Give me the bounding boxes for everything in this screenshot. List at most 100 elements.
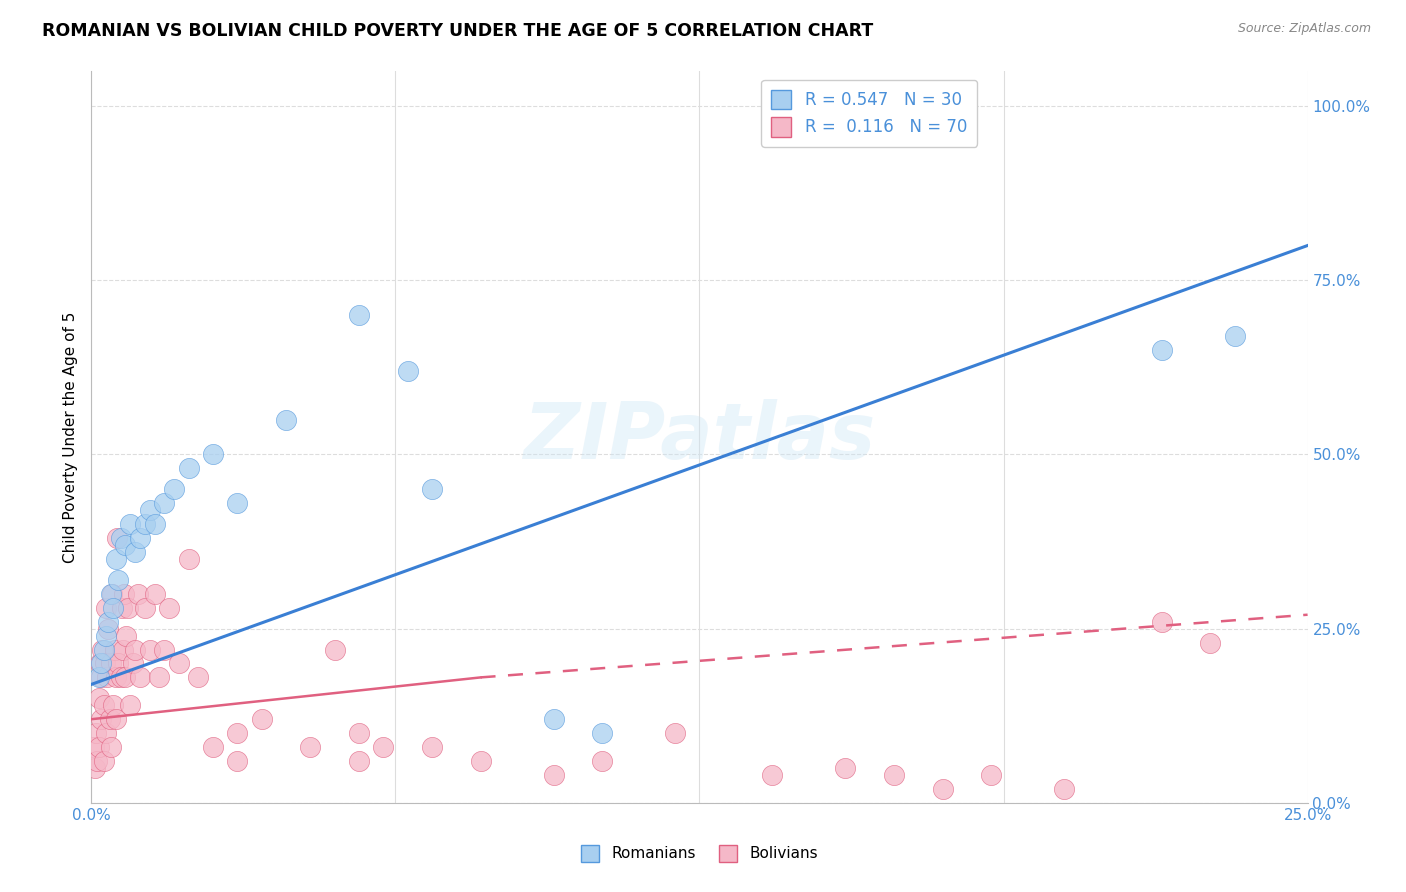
Y-axis label: Child Poverty Under the Age of 5: Child Poverty Under the Age of 5 xyxy=(63,311,79,563)
Point xyxy=(202,448,225,462)
Point xyxy=(86,754,108,768)
Point xyxy=(110,600,132,615)
Point xyxy=(167,657,190,671)
Point xyxy=(98,712,121,726)
Point xyxy=(121,657,143,671)
Point xyxy=(110,531,132,545)
Point xyxy=(153,642,176,657)
Point xyxy=(883,768,905,782)
Point xyxy=(153,496,176,510)
Point xyxy=(110,670,132,684)
Point xyxy=(94,629,117,643)
Point xyxy=(148,670,170,684)
Point xyxy=(117,600,139,615)
Point xyxy=(347,726,370,740)
Point xyxy=(97,615,120,629)
Point xyxy=(124,642,146,657)
Point xyxy=(1053,781,1076,796)
Point xyxy=(91,642,114,657)
Point xyxy=(347,308,370,322)
Point xyxy=(87,691,110,706)
Point xyxy=(134,600,156,615)
Point xyxy=(143,587,166,601)
Point xyxy=(94,657,117,671)
Point xyxy=(177,461,200,475)
Point xyxy=(83,740,105,755)
Point xyxy=(129,531,152,545)
Point xyxy=(87,740,110,755)
Point xyxy=(347,754,370,768)
Point xyxy=(250,712,273,726)
Point xyxy=(104,552,127,566)
Point xyxy=(202,740,225,755)
Point xyxy=(323,642,346,657)
Point xyxy=(93,754,115,768)
Point xyxy=(187,670,209,684)
Point xyxy=(177,552,200,566)
Point xyxy=(226,496,249,510)
Point xyxy=(84,726,107,740)
Point xyxy=(543,712,565,726)
Point xyxy=(104,670,127,684)
Point xyxy=(107,657,129,671)
Point xyxy=(226,754,249,768)
Point xyxy=(129,670,152,684)
Point xyxy=(114,670,136,684)
Point xyxy=(89,657,111,671)
Point xyxy=(90,712,112,726)
Point xyxy=(163,483,186,497)
Point xyxy=(591,726,613,740)
Point xyxy=(591,754,613,768)
Point xyxy=(139,642,162,657)
Point xyxy=(396,364,419,378)
Point xyxy=(90,670,112,684)
Point xyxy=(157,600,180,615)
Point xyxy=(664,726,686,740)
Point xyxy=(761,768,783,782)
Point xyxy=(104,712,127,726)
Point xyxy=(931,781,953,796)
Text: ZIPatlas: ZIPatlas xyxy=(523,399,876,475)
Point xyxy=(373,740,395,755)
Point xyxy=(93,642,115,657)
Point xyxy=(94,726,117,740)
Point xyxy=(470,754,492,768)
Point xyxy=(1223,329,1246,343)
Point xyxy=(84,761,107,775)
Point xyxy=(97,622,120,636)
Point xyxy=(107,573,129,587)
Point xyxy=(111,642,134,657)
Text: Source: ZipAtlas.com: Source: ZipAtlas.com xyxy=(1237,22,1371,36)
Legend: Romanians, Bolivians: Romanians, Bolivians xyxy=(575,838,824,868)
Point xyxy=(100,587,122,601)
Point xyxy=(120,698,142,713)
Point xyxy=(139,503,162,517)
Point xyxy=(96,670,118,684)
Point xyxy=(420,740,443,755)
Point xyxy=(105,531,128,545)
Point xyxy=(101,587,124,601)
Point xyxy=(274,412,297,426)
Point xyxy=(420,483,443,497)
Point xyxy=(87,670,110,684)
Point xyxy=(103,698,125,713)
Point xyxy=(104,642,127,657)
Point xyxy=(134,517,156,532)
Point xyxy=(100,740,122,755)
Point xyxy=(114,587,136,601)
Point xyxy=(90,657,112,671)
Point xyxy=(1150,343,1173,357)
Point xyxy=(226,726,249,740)
Point xyxy=(543,768,565,782)
Point xyxy=(114,538,136,552)
Point xyxy=(120,517,142,532)
Point xyxy=(93,698,115,713)
Point xyxy=(143,517,166,532)
Point xyxy=(115,629,138,643)
Point xyxy=(100,657,122,671)
Point xyxy=(127,587,149,601)
Point xyxy=(1199,635,1222,649)
Point xyxy=(103,600,125,615)
Point xyxy=(1150,615,1173,629)
Point xyxy=(834,761,856,775)
